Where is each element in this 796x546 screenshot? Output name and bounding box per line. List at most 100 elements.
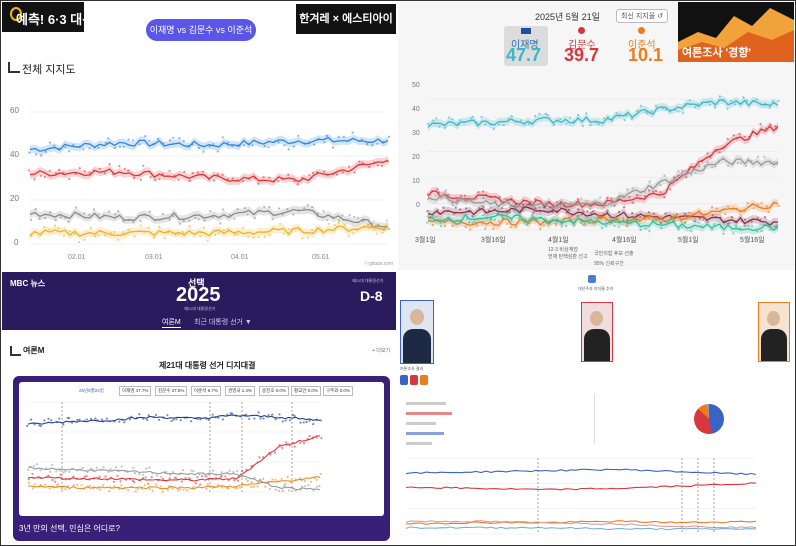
legend-item[interactable]: 이재명 47.7% (119, 386, 152, 396)
matchup-pill[interactable]: 이재명 vs 김문수 vs 이준석 (146, 19, 256, 41)
party-dot-icon (638, 27, 645, 34)
legend-item[interactable]: 황교안 0.0% (291, 386, 321, 396)
poll-point (127, 169, 130, 172)
poll-point (49, 141, 52, 144)
poll-point (439, 225, 443, 228)
poll-point (471, 215, 474, 218)
poll-point (220, 474, 223, 478)
poll-point (222, 208, 225, 211)
poll-point (580, 213, 583, 216)
poll-point (217, 416, 220, 419)
poll-point (156, 137, 160, 141)
poll-point (664, 108, 667, 111)
candidate-photo-2[interactable] (581, 302, 613, 362)
poll-point (315, 436, 318, 439)
poll-point (219, 222, 222, 225)
poll-point (435, 117, 438, 120)
series-line (27, 466, 321, 491)
poll-point (161, 213, 164, 216)
poll-point (158, 178, 161, 181)
poll-point (149, 176, 152, 179)
brand-badge[interactable]: 예측! 6·3 대선 (2, 2, 94, 32)
chart-2-x-axis: 3월1일 3월16일 4월1일 4월16일 5월1일 5월16일 (398, 235, 794, 245)
legend-item[interactable]: 김문수 37.5% (155, 386, 188, 396)
mbc-logo[interactable]: MBC 뉴스 (10, 279, 46, 288)
candidate-photo-1[interactable] (400, 300, 434, 364)
poll-point (735, 225, 738, 229)
panel-other: 대선주자 지지율 추이 여론조사 결과 (398, 272, 794, 542)
poll-point (617, 225, 620, 229)
x-tick: 3월16일 (481, 237, 506, 244)
poll-point (224, 475, 227, 478)
poll-point (327, 222, 330, 225)
poll-point (286, 208, 289, 211)
poll-point (287, 173, 290, 176)
poll-point (44, 150, 47, 153)
legend-item[interactable]: 이준석 9.7% (191, 386, 221, 396)
poll-point (352, 232, 355, 235)
poll-point (207, 418, 210, 422)
poll-point (78, 418, 81, 421)
poll-point (133, 481, 136, 484)
series-line (27, 476, 321, 490)
poll-point (81, 466, 84, 470)
poll-point (311, 206, 314, 209)
table-line (406, 422, 436, 425)
poll-point (39, 469, 42, 472)
legend-item[interactable]: 구주와 0.0% (323, 386, 353, 396)
poll-point (34, 208, 37, 211)
poll-point (211, 413, 214, 416)
poll-point (231, 412, 234, 415)
poll-point (680, 219, 683, 222)
poll-point (44, 483, 47, 486)
poll-point (118, 420, 121, 423)
poll-point (88, 147, 91, 150)
y-tick: 20 (10, 194, 19, 203)
poll-point (777, 99, 780, 102)
poll-point (736, 162, 739, 165)
poll-point (655, 219, 658, 222)
poll-point (95, 466, 98, 469)
candidate-photo-3[interactable] (758, 302, 790, 362)
poll-point (323, 141, 326, 144)
poll-point (221, 136, 224, 139)
poll-point (287, 227, 291, 231)
candidate-summary: 이재명 47.7 김문수 39.7 이준석 10.1 (504, 26, 694, 66)
poll-point (277, 141, 280, 144)
poll-point (774, 125, 777, 128)
latest-button[interactable]: 최신 지지율 ↺ (616, 9, 668, 23)
legend-item[interactable]: 송진호 0.0% (259, 386, 289, 396)
poll-point (760, 201, 763, 205)
poll-point (573, 224, 576, 227)
poll-point (617, 210, 621, 213)
poll-point (171, 471, 174, 474)
poll-point (138, 413, 141, 416)
poll-point (237, 479, 240, 482)
poll-point (102, 484, 105, 487)
poll-point (250, 485, 253, 488)
more-link[interactable]: + 더보기 (372, 348, 391, 354)
poll-point (67, 220, 70, 223)
poll-point (337, 135, 340, 138)
poll-point (593, 216, 596, 220)
y-tick: 20 (412, 154, 420, 161)
legend-item[interactable]: 권영국 1.4% (225, 386, 255, 396)
poll-point (281, 446, 284, 449)
tab-label[interactable]: 여론조사 결과 (400, 366, 424, 371)
tab-recent-elections[interactable]: 최근 대통령 선거 ▼ (194, 319, 252, 326)
poll-point (190, 469, 193, 472)
poll-point (174, 233, 177, 236)
poll-point (89, 467, 92, 470)
poll-point (170, 419, 173, 423)
poll-point (426, 210, 429, 213)
poll-point (647, 217, 650, 220)
poll-point (588, 221, 591, 224)
poll-point (97, 146, 100, 149)
poll-point (305, 420, 308, 424)
poll-point (435, 215, 438, 218)
poll-point (777, 204, 780, 207)
tab-opinion-m[interactable]: 여론M (162, 319, 181, 328)
candidate-name: 이재명 (511, 40, 539, 51)
poll-point (426, 198, 430, 201)
bar-chart-icon (10, 346, 21, 356)
